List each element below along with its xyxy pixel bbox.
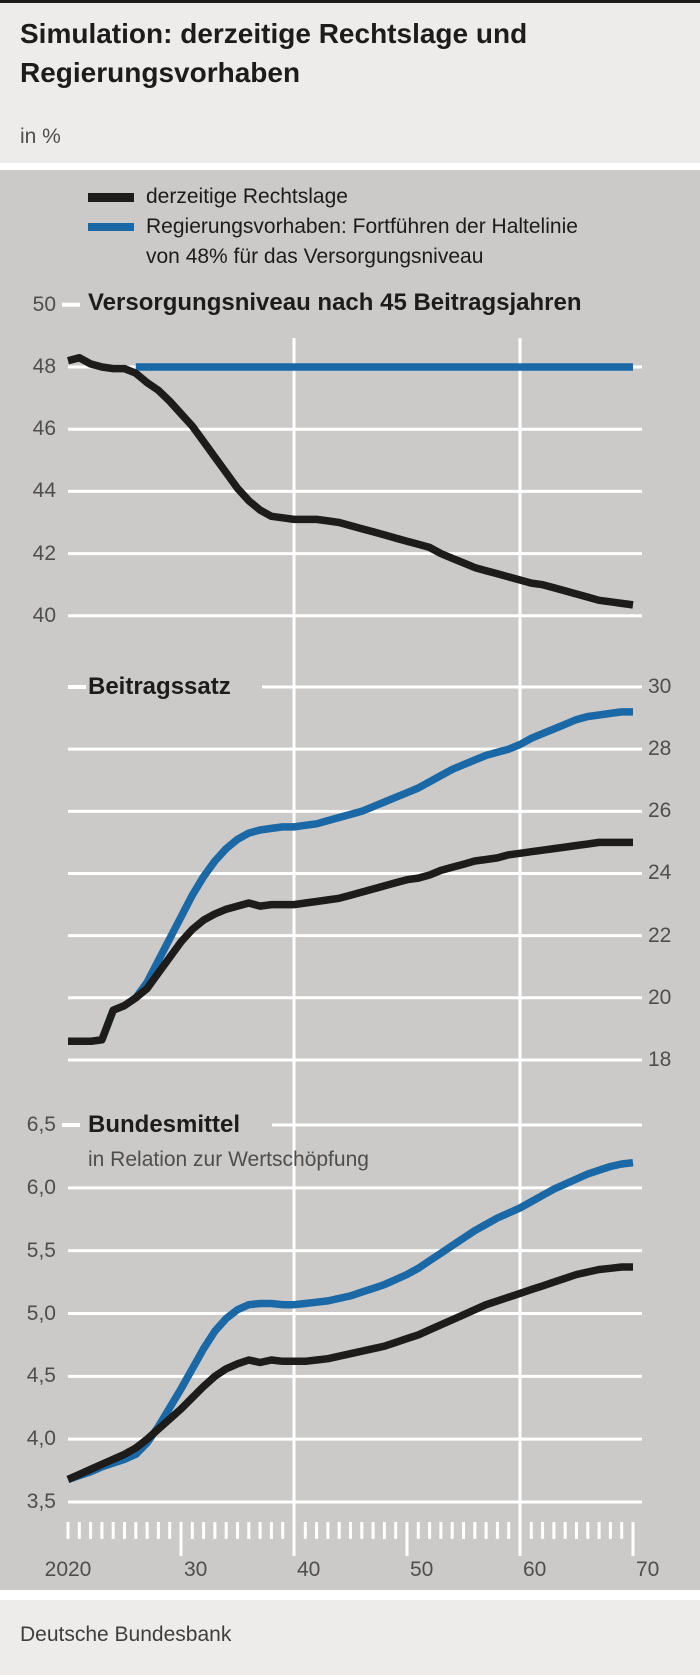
y-axis-label-chart3: 5,5 [26, 1238, 56, 1262]
y-axis-label-chart3: 3,5 [26, 1490, 56, 1513]
y-axis-label-chart3: 4,5 [26, 1364, 56, 1388]
x-axis-label-2030: 30 [184, 1558, 208, 1581]
chart-footer: Deutsche Bundesbank [0, 1600, 700, 1675]
y-axis-label-chart1: 44 [32, 479, 56, 503]
chart2-title: Beitragssatz [88, 673, 231, 700]
x-axis-label-2040: 40 [297, 1558, 321, 1581]
legend-label: Regierungsvorhaben: Fortführen der Halte… [146, 212, 578, 272]
series-line-blue-chart2 [68, 708, 633, 1046]
x-axis-label-2070: 70 [636, 1558, 660, 1581]
source-label: Deutsche Bundesbank [20, 1623, 232, 1646]
y-axis-label-chart1: 40 [32, 603, 56, 627]
y-axis-label-chart2: 22 [648, 923, 672, 947]
y-axis-label-chart2: 20 [648, 985, 672, 1009]
chart-legend: derzeitige Rechtslage Regierungsvorhaben… [88, 182, 648, 272]
x-axis-label-2050: 50 [410, 1558, 434, 1581]
y-axis-label-chart2: 24 [648, 861, 672, 885]
legend-swatch-blue [88, 223, 134, 231]
unit-label: in % [20, 125, 61, 148]
chart3-title: Bundesmittel [88, 1111, 241, 1138]
series-line-black-chart1 [67, 353, 634, 609]
y-axis-label-chart2: 18 [648, 1047, 672, 1071]
page-title: Simulation: derzeitige Rechtslage und Re… [20, 14, 685, 92]
y-axis-label-chart3: 5,0 [26, 1301, 56, 1325]
legend-item-government-plan: Regierungsvorhaben: Fortführen der Halte… [88, 212, 648, 272]
simulation-chart-canvas [62, 302, 642, 1556]
legend-item-current-law: derzeitige Rechtslage [88, 182, 648, 212]
y-axis-label-chart1: 48 [32, 355, 56, 378]
y-axis-label-chart2: 26 [648, 799, 672, 823]
y-axis-label-chart3: 6,5 [26, 1113, 56, 1136]
x-axis-label-2060: 60 [523, 1558, 547, 1581]
y-axis-label-chart1: 42 [32, 541, 56, 565]
series-line-black-chart2 [68, 838, 633, 1046]
y-axis-label-chart2: 30 [648, 675, 672, 698]
legend-label-line1: Regierungsvorhaben: Fortführen der Halte… [146, 215, 578, 238]
legend-label: derzeitige Rechtslage [146, 185, 348, 208]
x-axis-label-2020: 2020 [44, 1558, 92, 1581]
chart1-title: Versorgungsniveau nach 45 Beitragsjahren [88, 289, 582, 316]
y-axis-label-chart1: 50 [32, 292, 56, 316]
legend-swatch-black [88, 193, 134, 202]
page-title-line2: Regierungsvorhaben [20, 57, 301, 88]
chart3-subtitle: in Relation zur Wertschöpfung [88, 1148, 369, 1171]
chart-header: Simulation: derzeitige Rechtslage und Re… [0, 3, 700, 163]
y-axis-label-chart3: 6,0 [26, 1175, 56, 1199]
y-axis-label-chart2: 28 [648, 737, 672, 761]
series-line-blue-chart3 [66, 1158, 634, 1483]
legend-label-line2: von 48% für das Versorgungsniveau [146, 245, 484, 268]
page-title-line1: Simulation: derzeitige Rechtslage und [20, 18, 528, 49]
y-axis-label-chart3: 4,0 [26, 1427, 56, 1451]
plot-region: derzeitige Rechtslage Regierungsvorhaben… [0, 170, 700, 1590]
y-axis-label-chart1: 46 [32, 417, 56, 441]
top-rule [0, 0, 700, 3]
series-line-black-chart3 [66, 1263, 633, 1483]
